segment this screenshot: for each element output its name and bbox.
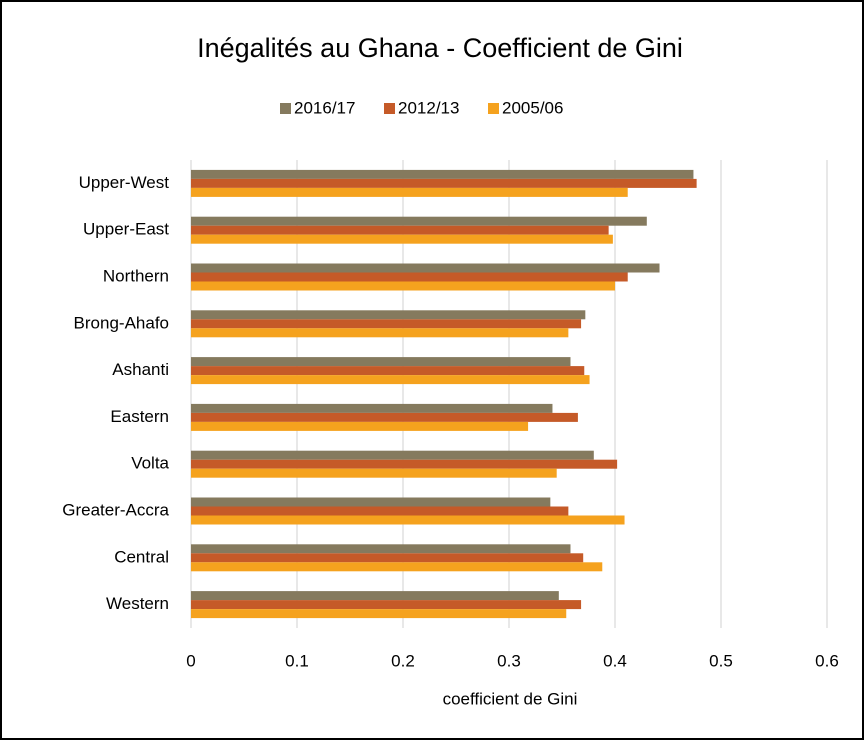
bar [191,450,594,460]
y-tick-label: Eastern [110,407,169,426]
bar [191,272,628,282]
y-tick-label: Central [114,547,169,566]
bar [191,553,584,563]
y-tick-label: Upper-East [83,220,169,239]
y-tick-label: Brong-Ahafo [74,313,169,332]
x-tick-label: 0.1 [285,651,309,670]
bar [191,459,618,469]
bar [191,403,553,413]
bar [191,169,694,179]
bar [191,216,647,226]
legend-label: 2016/17 [294,98,355,117]
bar [191,366,585,376]
chart-title: Inégalités au Ghana - Coefficient de Gin… [197,33,683,63]
bar [191,468,557,478]
legend-label: 2005/06 [502,98,563,117]
bar [191,225,609,235]
x-tick-label: 0.4 [603,651,627,670]
bar [191,234,613,244]
x-tick-label: 0.5 [709,651,733,670]
y-tick-label: Greater-Accra [62,500,169,519]
y-tick-label: Volta [131,454,169,473]
y-tick-label: Ashanti [112,360,169,379]
bar [191,421,529,431]
bar [191,591,559,601]
y-tick-label: Northern [103,266,169,285]
bar [191,187,628,197]
bar [191,515,625,525]
bar [191,506,569,516]
bar [191,562,603,572]
bar [191,357,571,367]
bar [191,328,569,338]
x-tick-label: 0.2 [391,651,415,670]
bar [191,263,660,273]
bar [191,609,567,619]
bar [191,600,582,610]
x-tick-label: 0 [186,651,195,670]
y-tick-label: Western [106,594,169,613]
bar [191,319,582,329]
legend-swatch [280,103,291,114]
bar [191,375,590,385]
bar [191,310,586,320]
bar [191,412,578,422]
x-tick-label: 0.3 [497,651,521,670]
x-tick-label: 0.6 [815,651,839,670]
y-tick-label: Upper-West [79,173,170,192]
legend-swatch [488,103,499,114]
bar [191,497,551,507]
legend-swatch [384,103,395,114]
bar [191,281,615,291]
legend-label: 2012/13 [398,98,459,117]
bar [191,178,697,188]
x-axis-title: coefficient de Gini [443,689,578,708]
bar [191,544,571,554]
